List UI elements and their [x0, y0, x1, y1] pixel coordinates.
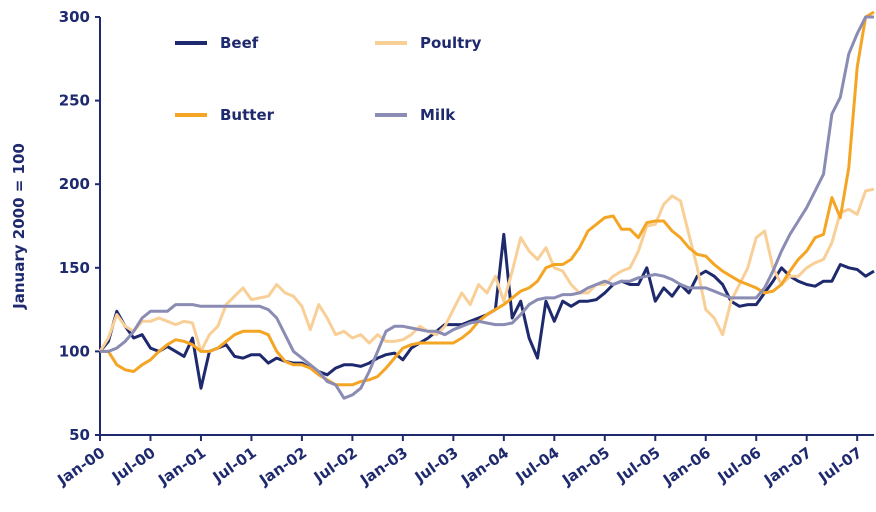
x-tick-label: Jan-00	[53, 444, 108, 490]
y-tick-label: 150	[59, 259, 90, 277]
x-tick-label: Jan-01	[154, 444, 209, 490]
x-tick-label: Jul-01	[209, 444, 260, 487]
line-series	[100, 15, 874, 400]
x-tick-label: Jul-00	[108, 444, 159, 487]
x-tick-label: Jul-02	[310, 444, 361, 487]
x-tick-label: Jan-05	[558, 444, 613, 490]
legend-label: Butter	[220, 106, 275, 124]
x-tick-label: Jul-04	[512, 444, 563, 487]
y-axis-label: January 2000 = 100	[10, 143, 28, 310]
legend-label: Beef	[220, 34, 259, 52]
y-tick-label: 200	[59, 175, 90, 193]
x-tick-label: Jul-06	[714, 444, 765, 487]
x-tick-label: Jul-07	[815, 444, 866, 487]
x-tick-label: Jan-02	[255, 444, 310, 490]
y-tick-label: 300	[59, 8, 90, 26]
x-tick-label: Jul-03	[411, 444, 462, 487]
y-tick-label: 50	[69, 426, 90, 444]
line-series	[98, 187, 875, 353]
x-tick-label: Jan-04	[457, 444, 512, 490]
legend-label: Milk	[420, 106, 456, 124]
x-tick-label: Jan-07	[760, 444, 815, 490]
x-tick-label: Jan-06	[659, 444, 714, 490]
line-series	[100, 10, 875, 387]
y-tick-label: 250	[59, 92, 90, 110]
x-tick-label: Jul-05	[613, 444, 664, 487]
x-tick-label: Jan-03	[356, 444, 411, 490]
legend-label: Poultry	[420, 34, 482, 52]
y-tick-label: 100	[59, 342, 90, 360]
line-series	[98, 232, 875, 390]
